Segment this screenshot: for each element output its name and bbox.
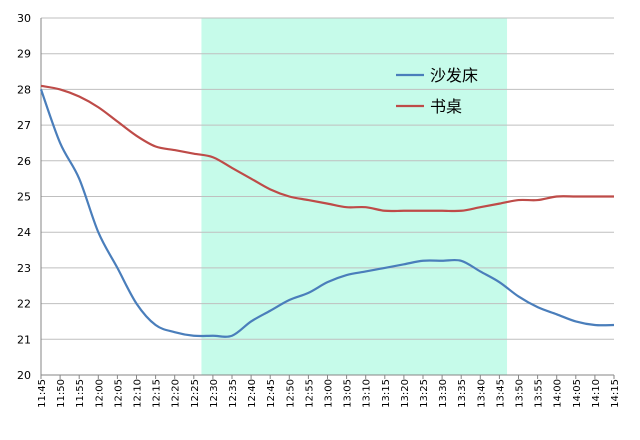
x-tick-label: 12:55 [304,379,315,408]
legend-label-desk: 书桌 [430,97,462,116]
y-tick-label: 30 [17,12,31,25]
x-tick-label: 13:00 [324,379,335,408]
x-tick-label: 13:50 [515,379,526,408]
x-tick-label: 13:15 [381,379,392,408]
x-tick-label: 12:25 [190,379,201,408]
y-tick-label: 21 [17,333,31,346]
x-tick-label: 11:50 [56,379,67,408]
y-tick-label: 26 [17,155,31,168]
y-tick-label: 20 [17,369,31,382]
x-tick-label: 12:40 [247,379,258,408]
x-tick-label: 12:10 [133,379,144,408]
y-tick-label: 25 [17,191,31,204]
series-line-desk [40,84,614,213]
x-tick-label: 13:25 [419,379,430,408]
x-tick-label: 12:50 [285,379,296,408]
x-tick-label: 13:40 [476,379,487,408]
y-tick-label: 24 [17,226,31,239]
x-axis-ticks: 11:45 11:50 11:55 12:00 12:05 12:10 12:15 12:20… [37,375,621,408]
x-tick-label: 14:00 [553,379,564,408]
x-tick-label: 13:10 [362,379,373,408]
x-tick-label: 12:00 [94,379,105,408]
y-tick-label: 23 [17,262,31,275]
x-tick-label: 14:05 [572,379,583,408]
x-tick-label: 12:30 [209,379,220,408]
x-tick-label: 13:55 [534,379,545,408]
x-tick-label: 13:45 [495,379,506,408]
watermark-text: 头条号 / 木小偶 [527,417,625,434]
x-tick-label: 13:20 [400,379,411,408]
y-tick-label: 22 [17,298,31,311]
series-line-sofa-bed [39,89,615,338]
y-tick-label: 27 [17,119,31,132]
series-lines [39,84,615,338]
x-tick-label: 12:20 [171,379,182,408]
x-tick-label: 14:15 [610,379,621,408]
x-tick-label: 12:35 [228,379,239,408]
legend: 沙发床 书桌 [396,66,478,116]
y-axis-ticks: 20 21 22 23 24 25 26 27 28 29 30 [17,12,31,382]
legend-label-sofa-bed: 沙发床 [430,66,478,85]
x-tick-label: 11:55 [75,379,86,408]
x-tick-label: 13:30 [438,379,449,408]
y-tick-label: 29 [17,48,31,61]
x-tick-label: 14:10 [591,379,602,408]
x-tick-label: 13:35 [457,379,468,408]
y-tick-label: 28 [17,83,31,96]
x-tick-label: 12:05 [113,379,124,408]
x-tick-label: 12:15 [152,379,163,408]
x-tick-label: 12:45 [266,379,277,408]
x-tick-label: 11:45 [37,379,48,408]
x-tick-label: 13:05 [343,379,354,408]
